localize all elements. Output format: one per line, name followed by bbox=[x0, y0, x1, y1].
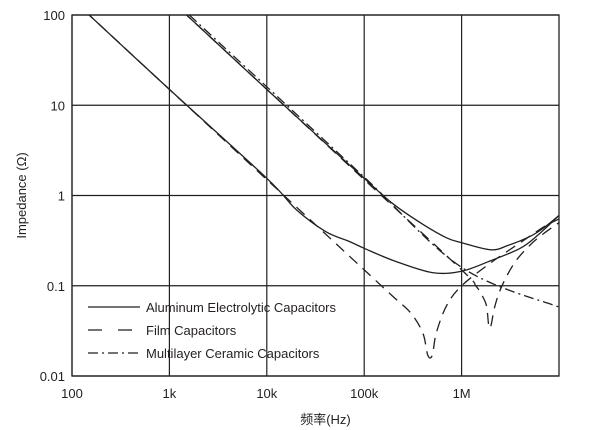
y-tick-label: 10 bbox=[51, 98, 65, 113]
tick-labels: 100 1k 10k 100k 1M 0.01 0.1 1 10 100 bbox=[40, 8, 471, 401]
y-tick-label: 0.01 bbox=[40, 369, 65, 384]
legend: Aluminum Electrolytic Capacitors Film Cap… bbox=[88, 300, 337, 361]
legend-label-1: Film Capacitors bbox=[146, 323, 237, 338]
legend-label-2: Multilayer Ceramic Capacitors bbox=[146, 346, 320, 361]
y-tick-label: 1 bbox=[58, 189, 65, 204]
curves bbox=[88, 15, 559, 359]
series-0-curve-0 bbox=[88, 15, 559, 275]
x-tick-label: 10k bbox=[256, 386, 277, 401]
x-tick-label: 1M bbox=[453, 386, 471, 401]
y-axis-title: Impedance (Ω) bbox=[14, 152, 29, 238]
y-tick-label: 100 bbox=[43, 8, 65, 23]
x-tick-label: 100 bbox=[61, 386, 83, 401]
plot-frame bbox=[71, 14, 560, 377]
grid bbox=[71, 14, 559, 377]
x-axis-title: 频率(Hz) bbox=[300, 412, 351, 427]
legend-label-0: Aluminum Electrolytic Capacitors bbox=[146, 300, 337, 315]
y-tick-label: 0.1 bbox=[47, 279, 65, 294]
x-tick-label: 100k bbox=[350, 386, 379, 401]
series-2-curve-0 bbox=[188, 15, 559, 308]
x-tick-label: 1k bbox=[163, 386, 177, 401]
series-1-curve-1 bbox=[185, 15, 559, 329]
series-1-curve-0 bbox=[88, 15, 559, 359]
